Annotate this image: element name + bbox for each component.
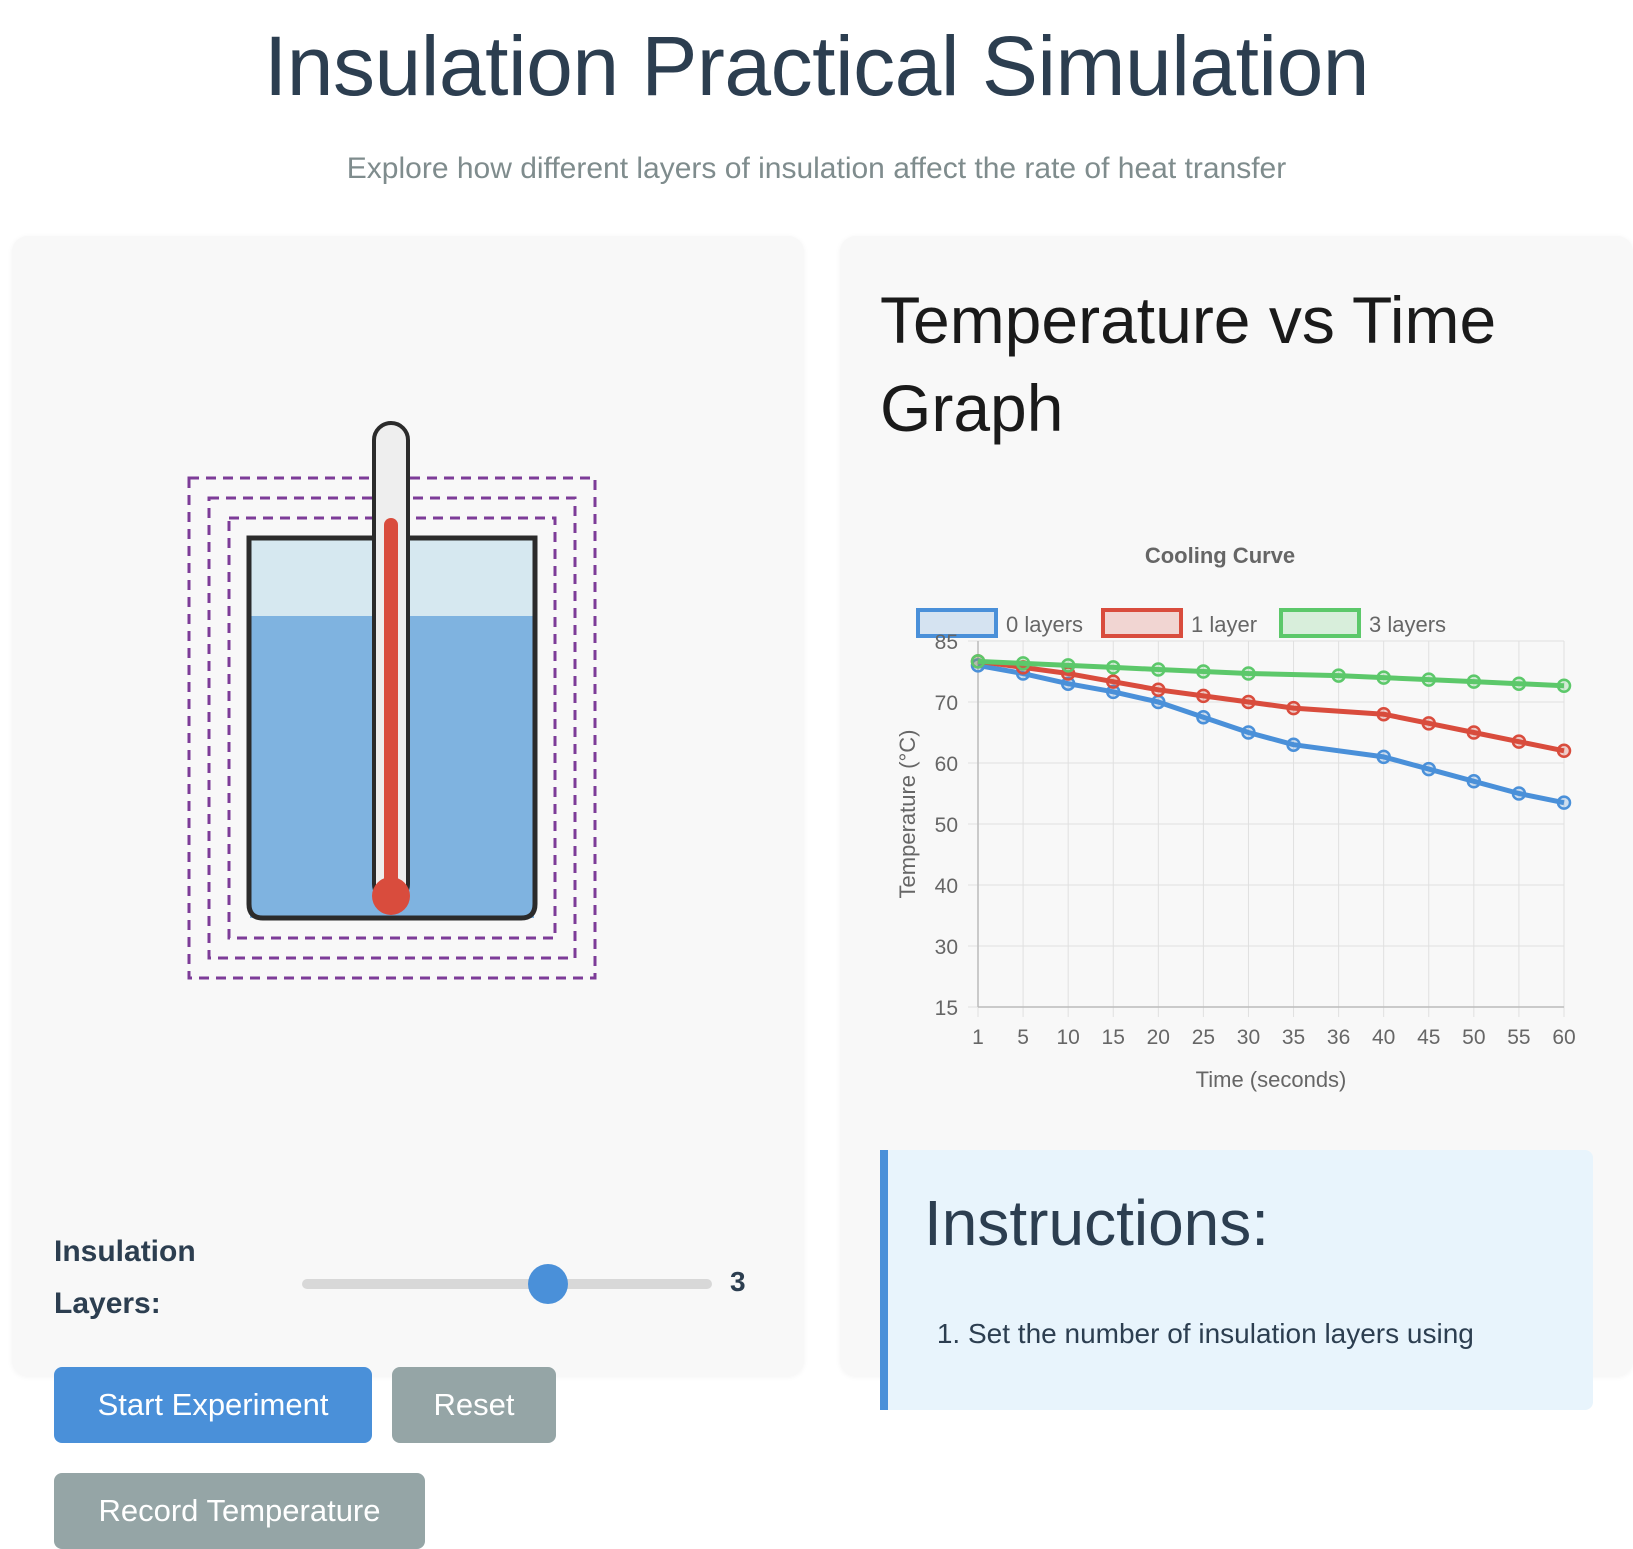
series-line	[977, 662, 1565, 806]
y-tick-label: 85	[935, 631, 958, 654]
y-tick-label: 70	[935, 692, 958, 715]
data-point[interactable]	[1105, 684, 1121, 700]
beaker-apparatus	[187, 421, 597, 980]
data-point[interactable]	[1151, 682, 1166, 698]
x-tick-label: 60	[1552, 1026, 1575, 1049]
x-tick-label: 35	[1282, 1026, 1305, 1049]
legend-label[interactable]: 3 layers	[1369, 612, 1446, 637]
x-tick-label: 50	[1462, 1026, 1485, 1049]
data-point[interactable]	[1151, 694, 1166, 710]
graph-panel: Temperature vs Time Graph Cooling Curve 0…	[840, 236, 1633, 1410]
data-point[interactable]	[1511, 734, 1527, 749]
record-temperature-button[interactable]: Record Temperature	[54, 1473, 425, 1549]
insulation-layers-value: 3	[730, 1266, 746, 1297]
y-axis-label: Temperature (°C)	[895, 730, 920, 899]
page-subtitle: Explore how different layers of insulati…	[346, 152, 1287, 185]
start-experiment-button[interactable]: Start Experiment	[54, 1367, 372, 1443]
x-tick-label: 40	[1372, 1026, 1395, 1049]
data-point[interactable]	[1331, 668, 1346, 683]
x-tick-label: 5	[1017, 1026, 1029, 1049]
y-tick-label: 60	[935, 753, 958, 776]
data-point[interactable]	[1421, 672, 1437, 687]
data-point[interactable]	[1060, 676, 1076, 691]
insulation-layers-slider[interactable]	[302, 1264, 712, 1304]
y-tick-label: 15	[935, 997, 958, 1020]
reset-button[interactable]: Reset	[392, 1367, 556, 1443]
data-point[interactable]	[1556, 743, 1572, 759]
data-point[interactable]	[1241, 725, 1256, 740]
data-point[interactable]	[1196, 688, 1211, 704]
x-tick-label: 45	[1417, 1026, 1440, 1049]
data-point[interactable]	[1286, 700, 1301, 716]
beaker-outline	[246, 535, 538, 921]
x-tick-label: 15	[1102, 1026, 1125, 1049]
x-tick-label: 55	[1507, 1026, 1530, 1049]
x-tick-label: 20	[1147, 1026, 1170, 1049]
y-tick-label: 30	[935, 936, 958, 959]
graph-heading: Temperature vs Time Graph	[880, 283, 1497, 445]
data-point[interactable]	[1015, 656, 1031, 671]
data-point[interactable]	[1466, 774, 1482, 789]
data-point[interactable]	[1376, 749, 1391, 765]
data-point[interactable]	[1421, 761, 1437, 777]
series-line	[977, 658, 1565, 754]
data-point[interactable]	[1286, 737, 1301, 752]
instructions-list: Set the number of insulation layers usin…	[928, 1318, 1588, 1350]
instruction-item: Set the number of insulation layers usin…	[968, 1318, 1588, 1350]
slider-thumb[interactable]	[528, 1264, 568, 1304]
x-tick-label: 10	[1056, 1026, 1079, 1049]
data-point[interactable]	[1421, 716, 1437, 731]
instructions-box: Instructions: Set the number of insulati…	[880, 1150, 1593, 1410]
thermometer-mercury	[384, 518, 398, 898]
legend-swatch[interactable]	[1279, 608, 1361, 638]
x-tick-label: 36	[1327, 1026, 1350, 1049]
y-tick-label: 40	[935, 875, 958, 898]
data-point[interactable]	[1511, 786, 1527, 801]
instructions-heading: Instructions:	[924, 1187, 1270, 1259]
data-point[interactable]	[1241, 666, 1256, 681]
data-point[interactable]	[1466, 725, 1482, 740]
x-tick-label: 1	[972, 1026, 984, 1049]
series-line	[977, 658, 1565, 689]
insulation-layer-2	[207, 496, 577, 960]
legend-label[interactable]: 0 layers	[1006, 612, 1083, 637]
thermometer-bulb	[372, 877, 410, 915]
insulation-layer-3	[187, 476, 597, 980]
experiment-panel: Insulation Layers: 3 Start Experiment Re…	[12, 236, 804, 1549]
data-point[interactable]	[1105, 674, 1121, 689]
data-point[interactable]	[1196, 710, 1211, 725]
insulation-layers-label: Insulation Layers:	[54, 1235, 196, 1320]
data-point[interactable]	[1376, 670, 1391, 685]
data-point[interactable]	[1556, 795, 1572, 810]
chart-title: Cooling Curve	[1145, 543, 1295, 568]
data-point[interactable]	[1105, 660, 1121, 675]
data-point[interactable]	[1241, 694, 1256, 710]
data-point[interactable]	[1196, 664, 1211, 679]
legend-label[interactable]: 1 layer	[1191, 612, 1257, 637]
y-tick-label: 50	[935, 814, 958, 837]
data-point[interactable]	[1466, 674, 1482, 689]
data-point[interactable]	[1511, 676, 1527, 691]
data-point[interactable]	[1376, 706, 1391, 722]
legend-swatch[interactable]	[916, 608, 998, 638]
data-point[interactable]	[1151, 662, 1166, 677]
legend-swatch[interactable]	[1101, 608, 1183, 638]
page-title: Insulation Practical Simulation	[263, 19, 1370, 113]
x-tick-label: 30	[1237, 1026, 1260, 1049]
x-tick-label: 25	[1192, 1026, 1215, 1049]
data-point[interactable]	[1556, 678, 1572, 693]
data-point[interactable]	[1060, 658, 1076, 673]
data-point[interactable]	[970, 654, 986, 669]
x-axis-label: Time (seconds)	[1196, 1067, 1347, 1092]
